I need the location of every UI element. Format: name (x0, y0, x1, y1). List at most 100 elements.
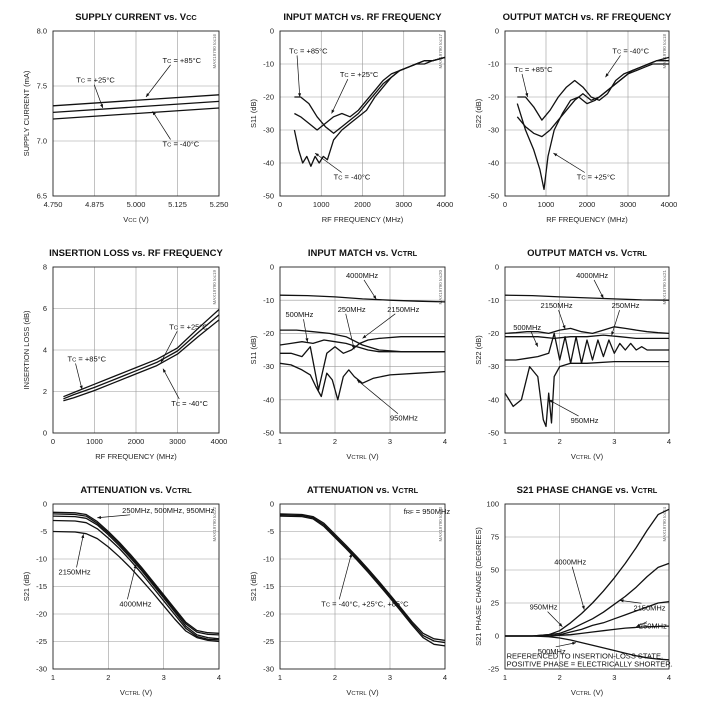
x-tick-label: 3 (388, 437, 392, 446)
annotation-label: TC = -40°C (334, 173, 371, 182)
x-tick-label: 5.250 (210, 200, 229, 209)
annotation-label: TC = -40°C (171, 399, 208, 408)
y-tick-label: 0 (495, 27, 499, 36)
annotation-arrowhead (351, 345, 355, 350)
y-tick-label: -30 (263, 126, 274, 135)
annotation-label: POSITIVE PHASE = ELECTRICALLY SHORTER. (507, 660, 673, 669)
y-tick-label: -20 (488, 93, 499, 102)
x-tick-label: 3000 (620, 200, 637, 209)
plot-frame (279, 503, 446, 670)
y-tick-label: -40 (263, 395, 274, 404)
annotation-arrowhead (162, 368, 167, 373)
x-tick-label: 0 (51, 437, 55, 446)
plot-frame (504, 30, 670, 197)
chart-title: INPUT MATCH vs. RF FREQUENCY (283, 12, 442, 23)
y-tick-label: 0 (270, 27, 274, 36)
annotation-label: 500MHz (513, 323, 541, 332)
annotation-arrowhead (525, 93, 529, 97)
annotation-label: 250MHz (639, 622, 667, 631)
y-axis-label: S21 (dB) (249, 571, 258, 601)
figure-code: MAX19790 toc22 (212, 507, 217, 542)
y-tick-label: -25 (36, 637, 47, 646)
annotation-leader (605, 55, 621, 78)
y-tick-label: -20 (36, 610, 47, 619)
y-tick-label: 0 (270, 263, 274, 272)
annotation-label: TC = +25°C (577, 173, 616, 182)
series-line-4000mhz (279, 294, 446, 303)
series-line-tc-25-c (52, 100, 220, 114)
figure-code: MAX19790 toc19 (212, 270, 217, 305)
x-tick-label: 3 (612, 673, 616, 682)
annotation-leader (127, 564, 137, 600)
y-tick-label: -10 (488, 296, 499, 305)
y-tick-label: -20 (263, 610, 274, 619)
y-tick-label: -50 (263, 192, 274, 201)
x-tick-label: 5.000 (127, 200, 146, 209)
series-line-tc-40-c (279, 513, 446, 642)
series-line-tc-25-c (63, 314, 220, 400)
y-tick-label: -5 (40, 527, 47, 536)
annotation-leader (75, 363, 83, 390)
x-tick-label: 4 (443, 437, 447, 446)
annotation-arrowhead (152, 111, 156, 116)
y-tick-label: -25 (263, 637, 274, 646)
chart-title: ATTENUATION vs. VCTRL (80, 485, 192, 496)
series-line-tc-85-c (63, 309, 220, 398)
y-axis-label: S11 (dB) (249, 98, 258, 128)
annotation-label: 950MHz (390, 414, 418, 423)
x-tick-label: 4 (667, 437, 671, 446)
series-line-4000mhz (504, 294, 670, 301)
y-tick-label: -5 (267, 527, 274, 536)
chart-grid (53, 31, 219, 196)
x-tick-label: 0 (503, 200, 507, 209)
annotation-label: REFERENCED TO INSERTION-LOSS STATE. (507, 652, 663, 661)
x-tick-label: 2 (558, 437, 562, 446)
x-axis-label: VCTRL (V) (346, 688, 379, 697)
plot-frame (52, 503, 220, 670)
y-tick-label: -10 (263, 555, 274, 564)
y-tick-label: -20 (263, 93, 274, 102)
series-line-250mhz (505, 625, 670, 637)
y-tick-label: -10 (36, 555, 47, 564)
figure-code: MAX19790 toc24 (662, 507, 667, 542)
y-tick-label: -10 (263, 60, 274, 69)
series-line-2150mhz (280, 329, 445, 353)
annotation-leader (611, 310, 620, 336)
figure-code: MAX19790 toc20 (438, 270, 443, 305)
x-axis-label: RF FREQUENCY (MHz) (546, 215, 628, 224)
annotation-leader (314, 152, 342, 173)
y-tick-label: 7.5 (37, 82, 47, 91)
x-tick-label: 2000 (579, 200, 596, 209)
y-tick-label: -30 (488, 362, 499, 371)
annotation-label: 950MHz (530, 603, 558, 612)
annotation-leader (160, 331, 178, 363)
annotation-label: 2150MHz (59, 567, 91, 576)
annotation-arrowhead (600, 294, 604, 299)
chart-title: OUTPUT MATCH vs. RF FREQUENCY (503, 12, 672, 23)
chart-grid (53, 267, 219, 433)
series-line-500mhz (505, 635, 670, 661)
series-line-tc-85-c (279, 515, 446, 647)
annotation-leader (97, 514, 131, 519)
x-tick-label: 2000 (128, 437, 145, 446)
y-tick-label: -30 (263, 665, 274, 674)
annotation-arrowhead (553, 153, 558, 157)
x-tick-label: 5.125 (168, 200, 187, 209)
y-tick-label: 75 (491, 533, 499, 542)
annotation-label: 4000MHz (554, 558, 586, 567)
annotation-leader (76, 534, 84, 568)
annotation-leader (521, 73, 528, 98)
x-axis-label: VCC (V) (123, 215, 149, 224)
annotation-arrowhead (81, 534, 85, 539)
annotation-leader (162, 368, 180, 400)
x-tick-label: 1000 (538, 200, 555, 209)
series-line-950mhz (279, 362, 446, 401)
x-axis-label: RF FREQUENCY (MHz) (322, 215, 404, 224)
annotation-label: TC = +85°C (514, 65, 553, 74)
annotation-leader (356, 379, 399, 414)
annotation-label: TC = +25°C (169, 322, 208, 331)
chart-grid (505, 504, 669, 669)
